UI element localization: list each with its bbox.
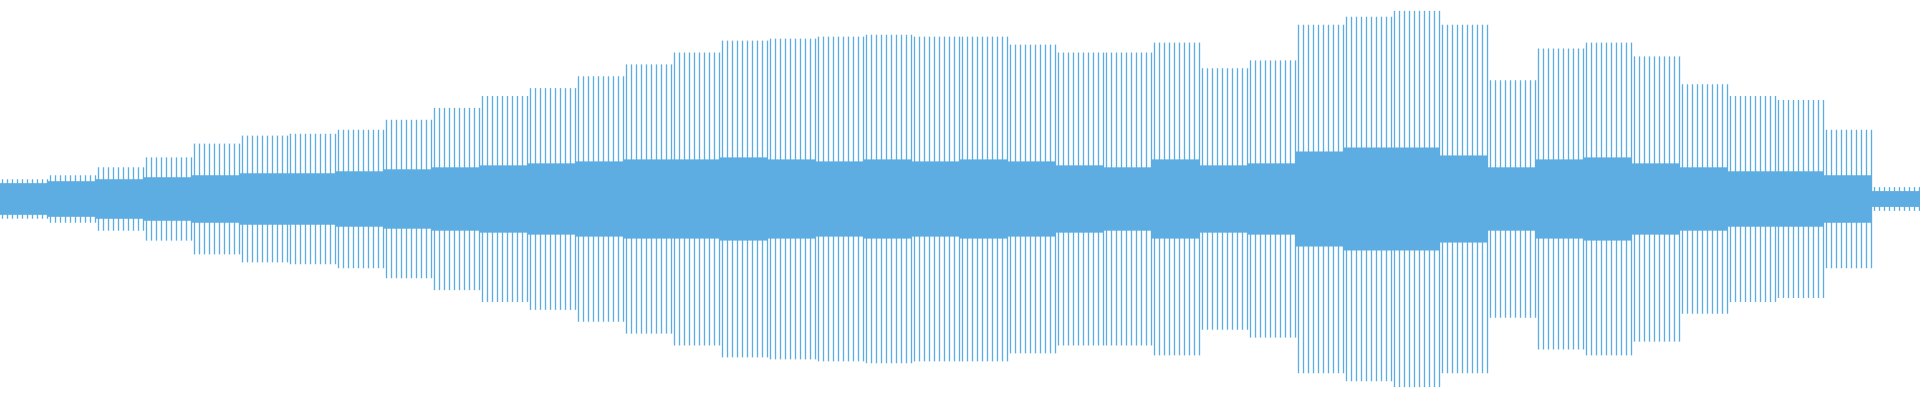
waveform-peaks (1729, 96, 1777, 302)
waveform-peaks (1537, 48, 1585, 350)
waveform-peaks (145, 157, 193, 241)
waveform-peaks (529, 88, 577, 310)
waveform-peaks (49, 175, 97, 223)
waveform-peaks (865, 34, 913, 364)
waveform-peaks (913, 36, 961, 362)
waveform-peaks (241, 135, 289, 263)
waveform-peaks (1, 179, 49, 219)
waveform-peaks (97, 167, 145, 231)
waveform-peaks (481, 96, 529, 302)
waveform-peaks (385, 119, 433, 279)
waveform-peaks (1153, 42, 1201, 356)
waveform-peaks (1441, 24, 1489, 374)
waveform-peaks (625, 64, 673, 334)
waveform-peaks (1297, 24, 1345, 374)
waveform-peaks (769, 38, 817, 360)
waveform-peaks (433, 107, 481, 291)
waveform-peaks (1681, 84, 1729, 314)
waveform-peaks (1633, 56, 1681, 342)
waveform-peaks (1009, 44, 1057, 354)
waveform-peaks (721, 40, 769, 358)
waveform-peaks (193, 143, 241, 255)
waveform-peaks (1393, 10, 1441, 388)
waveform-peaks (1345, 16, 1393, 382)
waveform-peaks (1105, 52, 1153, 346)
waveform-peaks (817, 36, 865, 362)
waveform-peaks (1585, 42, 1633, 356)
waveform-peaks (1873, 187, 1920, 211)
waveform-peaks (673, 52, 721, 346)
waveform-peaks (1489, 80, 1537, 318)
waveform-peaks (337, 129, 385, 269)
waveform-peaks (1057, 52, 1105, 346)
waveform-peaks (577, 76, 625, 322)
waveform-peaks (1201, 68, 1249, 330)
waveform-peaks (1777, 100, 1825, 298)
waveform-peaks (961, 36, 1009, 362)
waveform-peaks (1249, 60, 1297, 338)
waveform-peaks (289, 133, 337, 265)
waveform-peaks (1825, 129, 1873, 269)
